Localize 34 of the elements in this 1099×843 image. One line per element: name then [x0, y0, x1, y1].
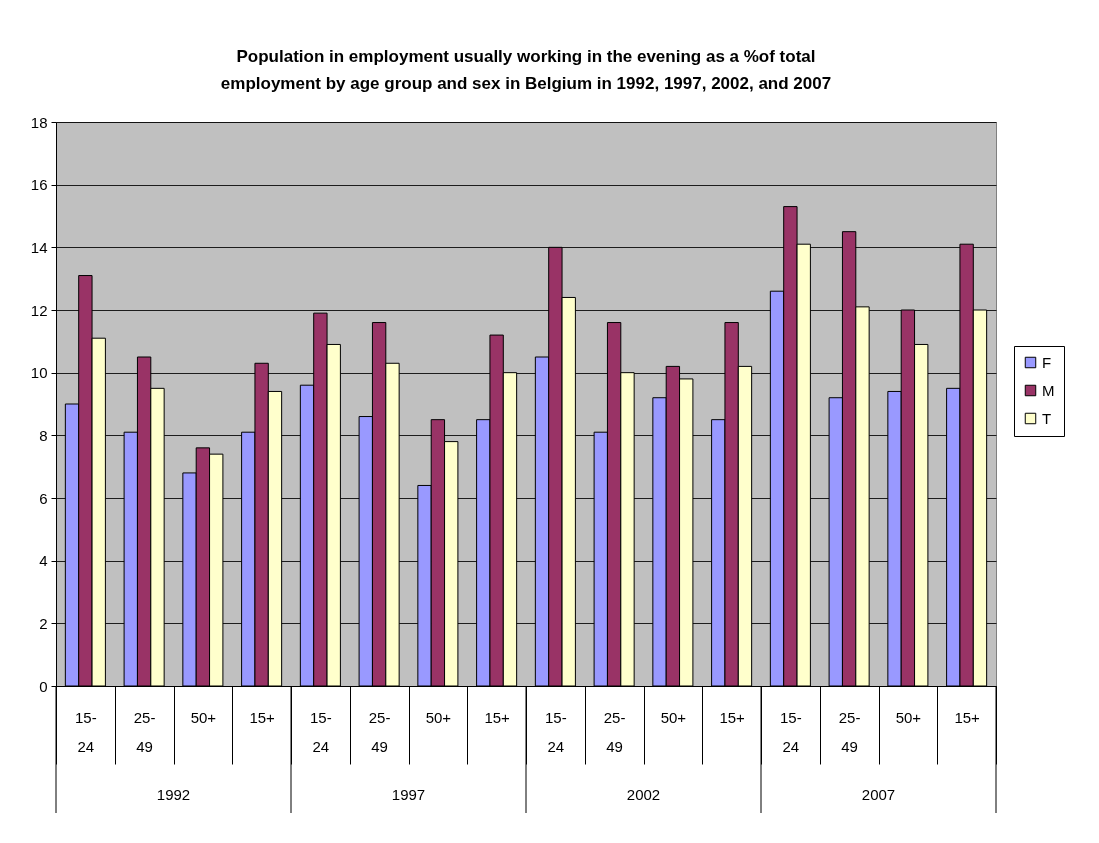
- y-tick-label: 10: [30, 364, 48, 382]
- legend-label: F: [1042, 353, 1052, 371]
- y-tick-label: 12: [30, 301, 48, 319]
- x-tick-label: 50+: [895, 708, 922, 726]
- x-tick-label: 15-24: [310, 708, 332, 755]
- x-tick-label: 50+: [660, 708, 687, 726]
- chart-title: Population in employment usually working in the evening as a %of total employment by age group and sex in Belgium in 1992, 1997, 2002, and 2007: [220, 47, 832, 93]
- x-tick-label: 15+: [719, 708, 746, 726]
- x-tick-label: 25-49: [368, 708, 391, 755]
- x-tick-label: 50+: [190, 708, 217, 726]
- y-tick-label: 16: [30, 176, 48, 194]
- x-tick-label: 15-24: [545, 708, 567, 755]
- y-tick-label: 8: [39, 426, 48, 444]
- legend-label: T: [1042, 409, 1052, 427]
- x-tick-label: 25-49: [133, 708, 156, 755]
- x-tick-label: 15+: [484, 708, 511, 726]
- x-tick-label: 15-24: [780, 708, 802, 755]
- text: 1992: [156, 786, 191, 803]
- text: 2002: [626, 786, 661, 803]
- x-tick-label: 15-24: [75, 708, 97, 755]
- legend-label: M: [1042, 381, 1055, 399]
- y-tick-label: 2: [39, 614, 48, 632]
- y-tick-label: 14: [30, 238, 48, 256]
- x-tick-label: 25-49: [838, 708, 861, 755]
- y-tick-label: 6: [39, 489, 48, 507]
- text: 1997: [391, 786, 426, 803]
- y-tick-label: 18: [30, 113, 48, 131]
- x-tick-label: 15+: [954, 708, 981, 726]
- y-tick-label: 4: [39, 552, 48, 570]
- x-tick-label: 50+: [425, 708, 452, 726]
- text: 2007: [861, 786, 896, 803]
- y-tick-label: 0: [39, 677, 48, 695]
- x-tick-label: 25-49: [603, 708, 626, 755]
- x-tick-label: 15+: [249, 708, 276, 726]
